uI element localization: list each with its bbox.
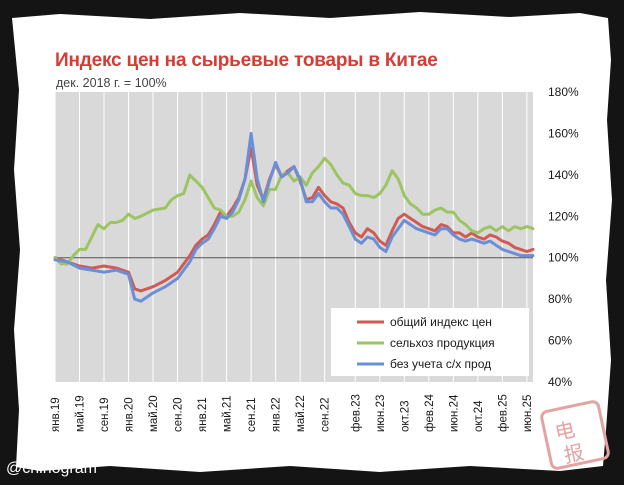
series-line-0 (53, 146, 535, 293)
chart-title: Индекс цен на сырьевые товары в Китае (55, 50, 438, 71)
legend: общий индекс цен сельхоз продукция без уче… (331, 308, 529, 376)
x-tick-label: фев.25 (497, 394, 509, 432)
stamp-glyph-2: 报 (562, 440, 587, 468)
y-tick-label: 60% (548, 334, 572, 348)
x-tick-label: янв.19 (50, 397, 62, 432)
x-tick-label: сен.22 (320, 398, 332, 432)
legend-label-2: без учета с/х прод (390, 357, 491, 371)
x-tick-label: июн.25 (522, 395, 534, 432)
x-tick-label: июн.24 (448, 394, 460, 432)
x-tick-label: окт.23 (399, 400, 411, 432)
y-tick-label: 80% (548, 292, 572, 306)
x-tick-label: янв.21 (197, 397, 209, 432)
x-tick-label: май.19 (75, 395, 87, 432)
legend-label-0: общий индекс цен (390, 315, 492, 329)
x-tick-label: янв.22 (271, 397, 283, 432)
red-seal-stamp: 电 报 (540, 400, 610, 470)
x-tick-label: май.21 (222, 395, 234, 432)
y-tick-label: 140% (548, 168, 579, 182)
x-tick-label: май.20 (148, 395, 160, 432)
x-tick-label: окт.24 (473, 400, 485, 432)
stamp-glyph-1: 电 (553, 417, 578, 445)
x-tick-label: сен.21 (246, 398, 258, 432)
y-tick-label: 100% (548, 251, 579, 265)
legend-label-1: сельхоз продукция (390, 336, 495, 350)
watermark-handle: @chinogram (6, 460, 97, 477)
x-axis-ticks: янв.19 май.19 сен.19 янв.20 май.20 сен.20 янв.… (50, 393, 534, 432)
x-tick-label: янв.20 (124, 397, 136, 432)
x-tick-label: фев.23 (350, 394, 362, 432)
y-axis-ticks: 40% 60% 80% 100% 120% 140% 160% 180% (548, 85, 579, 389)
x-tick-label: июн.23 (375, 395, 387, 432)
y-tick-label: 160% (548, 126, 579, 140)
x-tick-label: фев.24 (424, 393, 436, 432)
y-tick-label: 40% (548, 375, 572, 389)
y-tick-label: 120% (548, 209, 579, 223)
x-tick-label: сен.19 (99, 398, 111, 432)
series-line-2 (53, 131, 535, 303)
x-tick-label: май.22 (295, 395, 307, 432)
chart-subtitle: дек. 2018 г. = 100% (56, 76, 167, 90)
y-tick-label: 180% (548, 85, 579, 99)
x-tick-label: сен.20 (173, 398, 185, 432)
series-lines (53, 131, 535, 303)
